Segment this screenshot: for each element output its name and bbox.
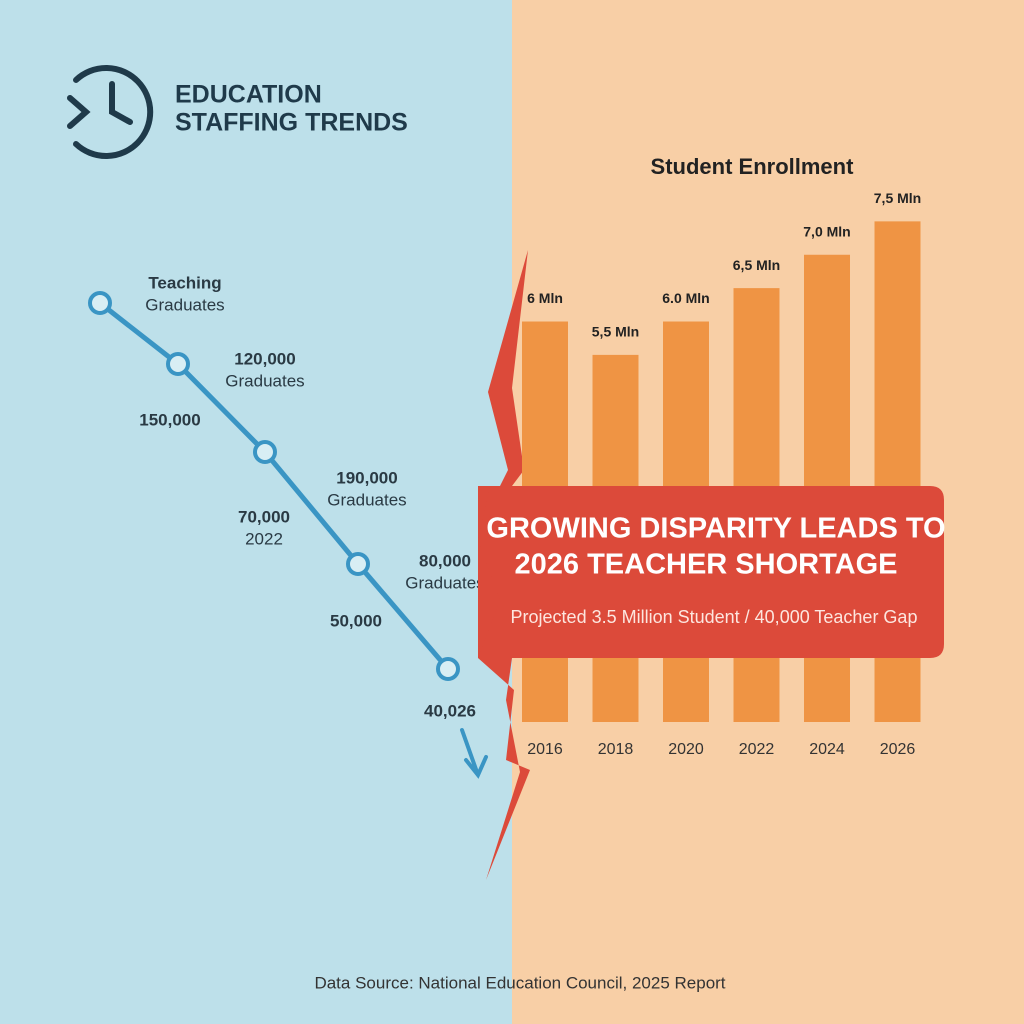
x-tick-label: 2026 bbox=[880, 741, 916, 758]
clock-icon bbox=[67, 65, 154, 159]
line-label: Graduates bbox=[327, 490, 406, 509]
line-label: 150,000 bbox=[139, 410, 200, 429]
callout-headline: 2026 TEACHER SHORTAGE bbox=[515, 549, 898, 581]
line-label: 120,000 bbox=[234, 349, 295, 368]
callout: GROWING DISPARITY LEADS TO 2026 TEACHER … bbox=[478, 486, 946, 658]
down-arrow bbox=[460, 728, 488, 779]
line-label: 80,000 bbox=[419, 551, 471, 570]
callout-box bbox=[478, 486, 944, 658]
line-point bbox=[253, 440, 277, 464]
line-labels: Teaching Graduates 120,000 Graduates 150,000… bbox=[139, 273, 484, 720]
left-panel bbox=[0, 0, 512, 1024]
line-label: Teaching bbox=[148, 273, 221, 292]
line-label: Graduates bbox=[145, 295, 224, 314]
x-tick-label: 2020 bbox=[668, 741, 704, 758]
line-label: 50,000 bbox=[330, 611, 382, 630]
value-label: 7,0 Mln bbox=[803, 223, 850, 239]
line-point bbox=[88, 291, 112, 315]
value-label: 6 Mln bbox=[527, 290, 563, 306]
title-line: EDUCATION bbox=[175, 81, 322, 109]
value-label: 5,5 Mln bbox=[592, 324, 639, 340]
callout-subtitle: Projected 3.5 Million Student / 40,000 T… bbox=[511, 607, 918, 627]
line-point bbox=[436, 657, 460, 681]
x-tick-label: 2018 bbox=[598, 741, 634, 758]
line-label: Graduates bbox=[225, 371, 304, 390]
value-label: 7,5 Mln bbox=[874, 190, 921, 206]
line-label: 70,000 bbox=[238, 507, 290, 526]
x-tick-label: 2016 bbox=[527, 741, 563, 758]
trend-line bbox=[88, 291, 488, 779]
source-note: Data Source: National Education Council,… bbox=[314, 973, 725, 992]
value-label: 6.0 Mln bbox=[662, 290, 709, 306]
x-tick-label: 2024 bbox=[809, 741, 845, 758]
line-point bbox=[346, 552, 370, 576]
line-label: 2022 bbox=[245, 529, 283, 548]
callout-headline: GROWING DISPARITY LEADS TO bbox=[486, 513, 945, 545]
title-line: STAFFING TRENDS bbox=[175, 109, 408, 137]
line-label: 190,000 bbox=[336, 468, 397, 487]
value-label: 6,5 Mln bbox=[733, 257, 780, 273]
x-tick-label: 2022 bbox=[739, 741, 775, 758]
line-label: 40,026 bbox=[424, 701, 476, 720]
line-point bbox=[166, 352, 190, 376]
line-label: Graduates bbox=[405, 573, 484, 592]
chart-title: Student Enrollment bbox=[651, 154, 855, 179]
